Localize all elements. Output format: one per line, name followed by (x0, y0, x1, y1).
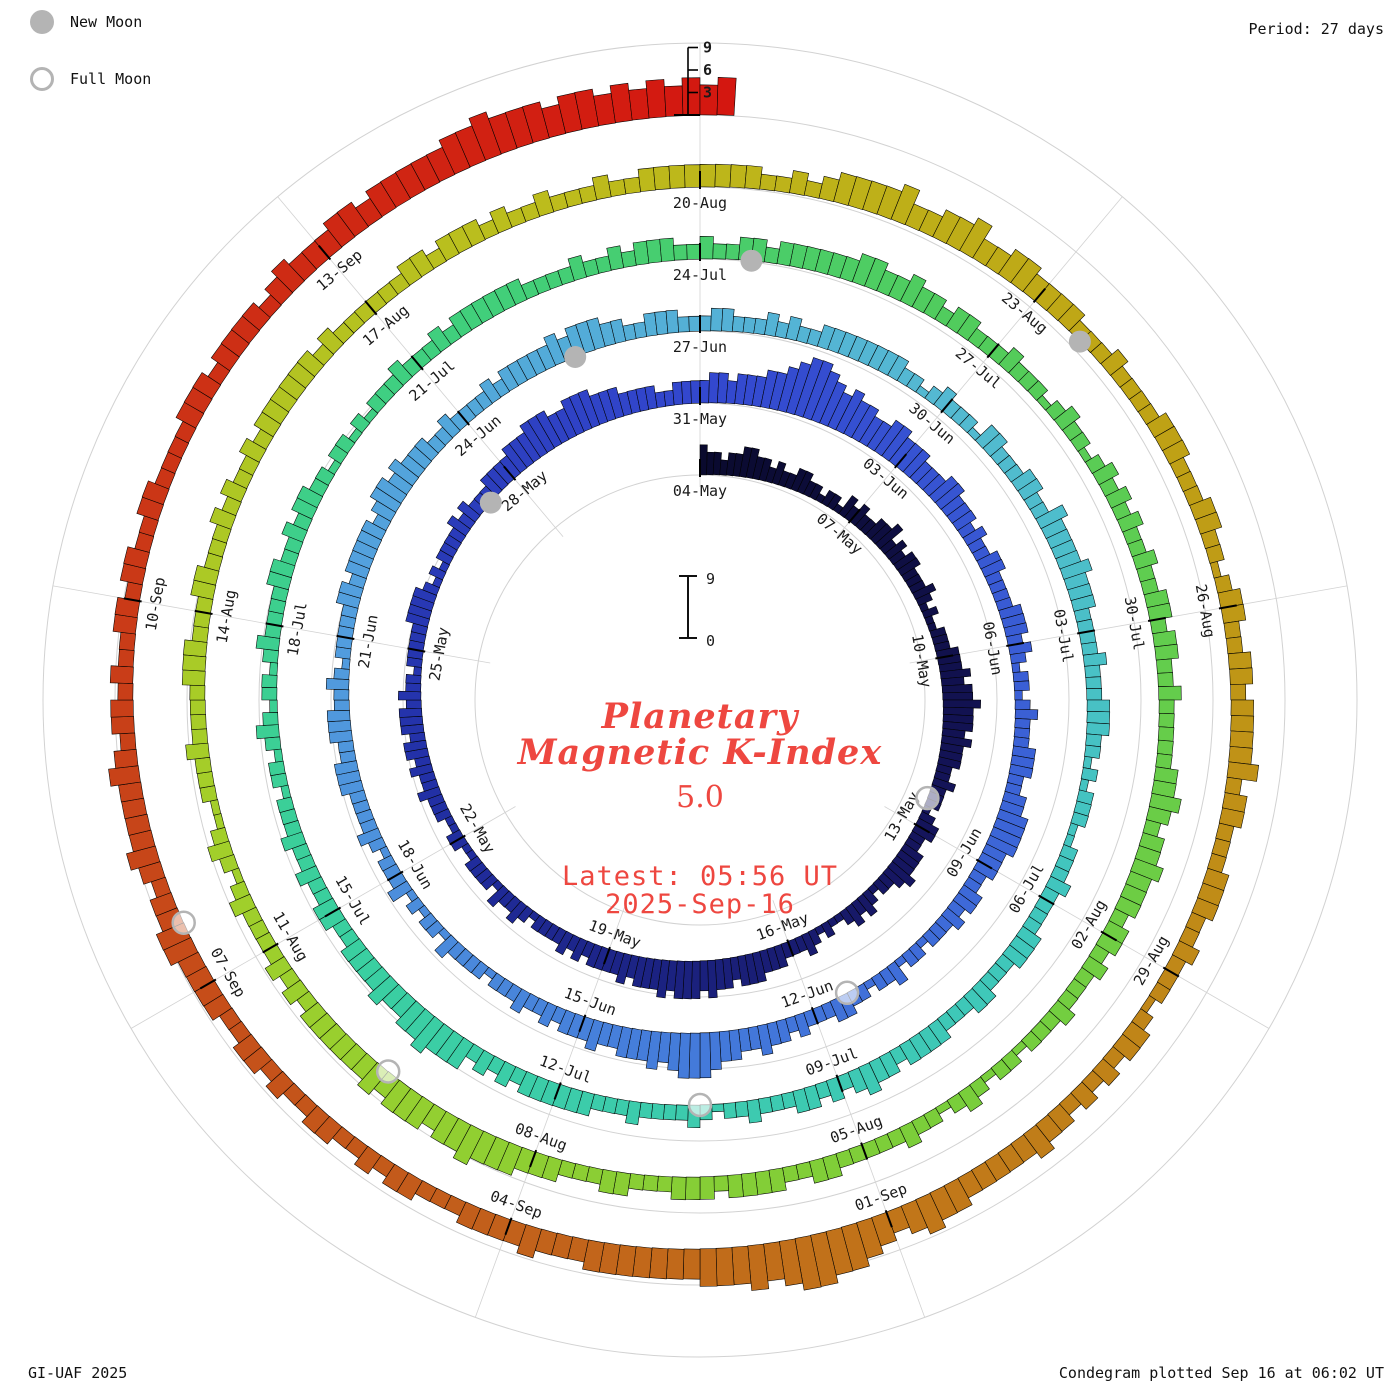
period-label: Period: 27 days (1248, 20, 1384, 38)
svg-text:9: 9 (706, 570, 715, 588)
svg-text:31-May: 31-May (673, 410, 727, 428)
svg-text:25-May: 25-May (425, 626, 452, 682)
legend-full-moon: Full Moon (30, 67, 151, 91)
latest-time-label: Latest: 05:56 UT (561, 861, 839, 892)
legend-new-moon: New Moon (30, 10, 142, 34)
svg-text:26-Aug: 26-Aug (1192, 583, 1219, 639)
svg-text:18-Jul: 18-Jul (284, 601, 311, 657)
full-moon-icon (30, 67, 54, 91)
latest-date-label: 2025-Sep-16 (605, 889, 795, 920)
svg-text:10-May: 10-May (908, 633, 935, 689)
grid (42, 42, 1358, 1358)
new-moon-icon (30, 10, 54, 34)
svg-text:03-Jul: 03-Jul (1050, 608, 1077, 664)
moon-markers (171, 249, 1091, 1118)
center-scale: 90 (679, 570, 715, 650)
svg-text:04-May: 04-May (673, 482, 727, 500)
svg-text:06-Jun: 06-Jun (979, 620, 1006, 676)
svg-text:3: 3 (703, 84, 712, 102)
svg-text:6: 6 (703, 61, 712, 79)
current-k-value: 5.0 (676, 780, 724, 815)
svg-text:20-Aug: 20-Aug (673, 194, 727, 212)
svg-text:14-Aug: 14-Aug (213, 588, 240, 644)
outer-k-scale: 3 6 9 (674, 39, 712, 116)
credit-label: GI-UAF 2025 (28, 1364, 128, 1382)
full-moon-label: Full Moon (70, 70, 152, 88)
svg-text:10-Sep: 10-Sep (142, 576, 169, 632)
new-moon-label: New Moon (70, 13, 143, 31)
chart-title-line1: Planetary (601, 696, 799, 737)
plotted-label: Condegram plotted Sep 16 at 06:02 UT (1058, 1364, 1384, 1382)
svg-text:27-Jun: 27-Jun (673, 338, 727, 356)
svg-text:0: 0 (706, 632, 715, 650)
chart-title-line2: Magnetic K-Index (517, 732, 883, 773)
svg-text:9: 9 (703, 39, 712, 57)
svg-text:30-Jul: 30-Jul (1121, 595, 1148, 651)
svg-text:21-Jun: 21-Jun (355, 613, 382, 669)
svg-text:24-Jul: 24-Jul (673, 266, 727, 284)
